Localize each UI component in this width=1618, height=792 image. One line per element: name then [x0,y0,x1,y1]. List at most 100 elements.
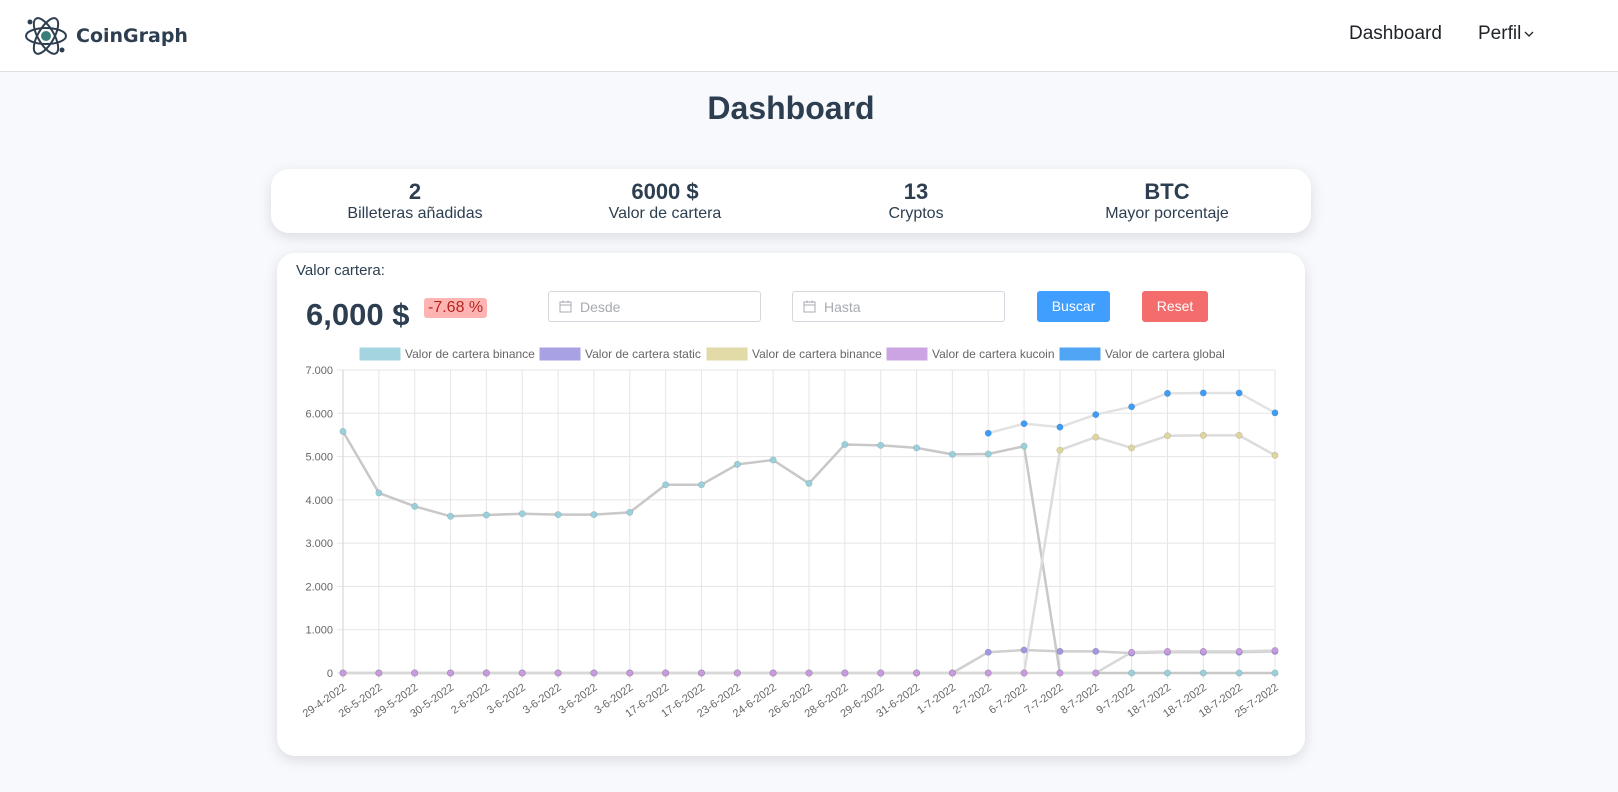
data-point [1163,432,1171,440]
calendar-icon [803,300,816,313]
x-tick-label: 3-6-2022 [557,682,600,717]
data-point [697,669,705,677]
y-tick-label: 0 [327,668,333,680]
data-point [662,481,670,489]
data-point [1271,646,1279,654]
data-point [1056,446,1064,454]
navbar: CoinGraph Dashboard Perfil [0,0,1618,72]
legend-label: Valor de cartera kucoin [932,347,1055,361]
buscar-button[interactable]: Buscar [1037,291,1110,322]
data-point [1271,451,1279,459]
data-point [1056,423,1064,431]
stat-wallets: 2 Billeteras añadidas [290,179,540,223]
stat-value: 13 [903,179,929,204]
x-tick-label: 2-6-2022 [449,682,492,717]
data-point [877,669,885,677]
data-point [590,669,598,677]
chevron-down-icon [1524,31,1534,37]
x-tick-label: 1-7-2022 [915,682,958,717]
data-point [554,669,562,677]
data-point [805,479,813,487]
reset-button[interactable]: Reset [1142,291,1208,322]
legend-swatch [539,347,581,361]
portfolio-chart-card: Valor cartera: 6,000 $ -7.68 % Desde Has… [277,253,1305,756]
x-tick-label: 8-7-2022 [1059,682,1102,717]
y-tick-label: 2.000 [305,581,333,593]
wallet-value-label: Valor cartera: [296,262,385,279]
x-tick-label: 6-7-2022 [987,682,1030,717]
data-point [1128,444,1136,452]
hasta-date-input[interactable]: Hasta [792,291,1005,322]
data-point [1199,431,1207,439]
data-point [518,510,526,518]
legend-swatch [886,347,928,361]
x-tick-label: 3-6-2022 [521,682,564,717]
stat-top-crypto: BTC Mayor porcentaje [1042,179,1292,223]
data-point [1092,669,1100,677]
data-point [1020,646,1028,654]
data-point [948,669,956,677]
nav-perfil-label: Perfil [1478,23,1522,44]
data-point [1235,669,1243,677]
data-point [1020,669,1028,677]
data-point [1271,669,1279,677]
data-point [1092,411,1100,419]
data-point [1056,669,1064,677]
data-point [1092,647,1100,655]
data-point [697,481,705,489]
data-point [1128,648,1136,656]
y-tick-label: 5.000 [305,452,333,464]
data-point [948,450,956,458]
data-point [733,669,741,677]
data-point [984,429,992,437]
data-point [662,669,670,677]
data-point [590,511,598,519]
data-point [375,489,383,497]
data-point [1020,420,1028,428]
stats-summary-card: 2 Billeteras añadidas 6000 $ Valor de ca… [271,169,1311,233]
data-point [1199,389,1207,397]
data-point [841,669,849,677]
y-tick-label: 4.000 [305,495,333,507]
y-tick-label: 7.000 [305,365,333,377]
data-point [1235,389,1243,397]
data-point [626,669,634,677]
legend-label: Valor de cartera binance [405,347,535,361]
data-point [482,669,490,677]
x-tick-label: 3-6-2022 [485,682,528,717]
hasta-placeholder: Hasta [824,298,861,315]
stat-label: Valor de cartera [608,205,722,222]
desde-date-input[interactable]: Desde [548,291,761,322]
data-point [733,460,741,468]
stat-label: Mayor porcentaje [1105,205,1229,222]
legend-label: Valor de cartera binance [752,347,882,361]
portfolio-line-chart: 01.0002.0003.0004.0005.0006.0007.00029-4… [301,347,1281,720]
legend-swatch [1059,347,1101,361]
y-tick-label: 6.000 [305,408,333,420]
nav-dashboard-link[interactable]: Dashboard [1349,23,1442,44]
brand-logo[interactable]: CoinGraph [24,12,188,60]
data-point [877,441,885,449]
x-tick-label: 7-7-2022 [1023,682,1066,717]
data-point [447,512,455,520]
stat-label: Cryptos [888,205,944,222]
stat-value: 6000 $ [631,179,699,204]
legend-label: Valor de cartera global [1105,347,1225,361]
data-point [984,450,992,458]
data-point [1163,669,1171,677]
calendar-icon [559,300,572,313]
stat-value: BTC [1144,179,1190,204]
data-point [1020,442,1028,450]
data-point [913,444,921,452]
data-point [984,648,992,656]
data-point [1199,647,1207,655]
data-point [1235,647,1243,655]
data-point [984,669,992,677]
data-point [1235,431,1243,439]
data-point [769,456,777,464]
data-point [1271,409,1279,417]
wallet-value: 6,000 $ [306,297,410,332]
legend-label: Valor de cartera static [585,347,701,361]
nav-perfil-dropdown[interactable]: Perfil [1478,23,1534,45]
y-tick-label: 1.000 [305,625,333,637]
